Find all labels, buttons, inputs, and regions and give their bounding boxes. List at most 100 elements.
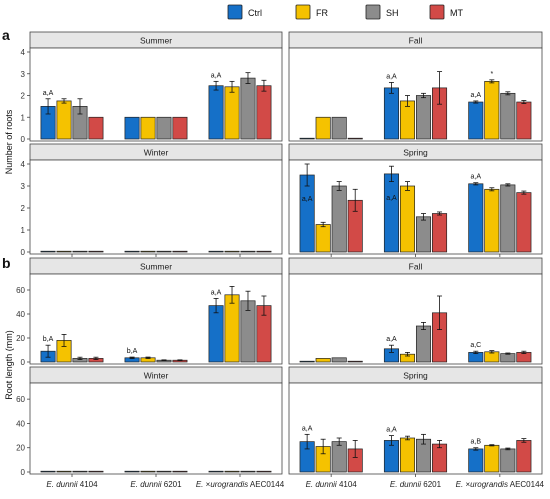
bar-ctrl (208, 85, 224, 140)
facet-title: Fall (409, 262, 423, 272)
bar-mt (256, 85, 272, 140)
bar-mt (256, 250, 272, 253)
bar-ctrl (124, 250, 140, 253)
facet-fall: Fall a,A a,A * (288, 31, 543, 142)
bar-mt (88, 470, 104, 473)
y-axis-label: Number of roots (4, 109, 14, 174)
significance-label: a,C (470, 342, 481, 349)
bar-fr (224, 250, 240, 253)
y-tick-label: 3 (21, 182, 26, 191)
significance-label: a,B (471, 439, 482, 446)
bar-sh (72, 470, 88, 473)
bar-sh (156, 116, 172, 140)
y-tick-label: 40 (16, 310, 25, 319)
significance-label: b,A (127, 348, 138, 355)
bar-fr (56, 470, 72, 473)
facet-spring: Spring a,A a,A a,A (288, 143, 543, 257)
bar-fr (484, 444, 500, 473)
bar-ctrl (468, 448, 484, 473)
y-tick-label: 0 (21, 468, 26, 477)
bar-sh (500, 184, 516, 253)
y-axis-label: Root length (mm) (4, 330, 14, 400)
y-tick-label: 0 (21, 135, 26, 144)
bar-sh (415, 95, 432, 140)
bar-ctrl (383, 173, 399, 253)
x-tick-label: E. dunnii 6201 (130, 480, 182, 489)
bar-ctrl (208, 305, 224, 363)
facet-title: Fall (409, 36, 423, 46)
significance-label: a,A (43, 90, 54, 97)
bar-sh (240, 470, 256, 473)
plot-frame (29, 382, 283, 475)
bar-sh (415, 216, 432, 253)
plot-frame (288, 382, 543, 475)
facet-spring: Spring a,A a,A a,B E. dunnii 4104 E. dunnii 6… (288, 366, 545, 489)
bar-ctrl (299, 137, 315, 140)
bar-mt (256, 470, 272, 473)
y-tick-label: 1 (21, 226, 26, 235)
y-tick-label: 4 (21, 160, 26, 169)
bar-sh (72, 250, 88, 253)
significance-label: a,A (386, 73, 397, 80)
plot-frame (288, 273, 543, 365)
panel-label-a: a (2, 27, 10, 43)
legend-swatch-mt (429, 4, 445, 20)
plot-frame (29, 47, 283, 142)
bar-mt (88, 250, 104, 253)
y-tick-label: 0 (21, 248, 26, 257)
bar-sh (500, 353, 516, 363)
y-tick-label: 2 (21, 92, 26, 101)
significance-label: a,A (386, 336, 397, 343)
y-tick-label: 0 (21, 358, 26, 367)
bar-sh (156, 470, 172, 473)
y-tick-label: 20 (16, 444, 25, 453)
significance-label: a,A (471, 92, 482, 99)
bar-mt (432, 213, 448, 253)
bar-ctrl (40, 250, 56, 253)
bar-fr (399, 185, 416, 253)
significance-label: b,A (43, 336, 54, 343)
legend-label-sh: SH (386, 8, 399, 18)
facet-title: Summer (140, 262, 172, 272)
x-tick-label: E. dunnii 6201 (390, 480, 442, 489)
panel-label-b: b (2, 255, 11, 271)
y-tick-label: 60 (16, 286, 25, 295)
bar-ctrl (40, 470, 56, 473)
bar-mt (88, 116, 104, 140)
bar-fr (484, 81, 500, 140)
bar-sh (331, 116, 347, 140)
bar-sh (331, 441, 347, 473)
bar-mt (172, 250, 188, 253)
bar-sh (500, 448, 516, 473)
facet-summer: Summer 0 1 2 3 4 a,A a,A (21, 31, 283, 144)
bar-fr (315, 224, 331, 253)
bar-mt (516, 440, 532, 473)
bar-sh (240, 77, 256, 140)
bar-sh (240, 250, 256, 253)
bar-fr (56, 100, 72, 140)
bar-mt (516, 101, 532, 140)
bar-ctrl (468, 183, 484, 253)
bar-sh (156, 250, 172, 253)
y-tick-label: 1 (21, 113, 26, 122)
bar-ctrl (468, 101, 484, 140)
plot-frame (29, 273, 283, 365)
bar-ctrl (208, 470, 224, 473)
bar-fr (315, 358, 331, 363)
legend-label-ctrl: Ctrl (248, 8, 262, 18)
significance-label: a,A (211, 289, 222, 296)
bar-sh (331, 357, 347, 363)
facet-winter: Winter 0 1 2 3 4 (21, 143, 283, 257)
facet-title: Spring (403, 148, 428, 158)
plot-frame (288, 47, 543, 142)
bar-ctrl (124, 470, 140, 473)
significance-label: a,A (471, 174, 482, 181)
bar-mt (172, 116, 188, 140)
bar-ctrl (124, 116, 140, 140)
legend-swatch-ctrl (227, 4, 243, 20)
facet-title: Winter (144, 371, 169, 381)
bar-ctrl (299, 360, 315, 363)
bar-mt (432, 443, 448, 473)
y-tick-label: 40 (16, 419, 25, 428)
bar-fr (315, 116, 331, 140)
